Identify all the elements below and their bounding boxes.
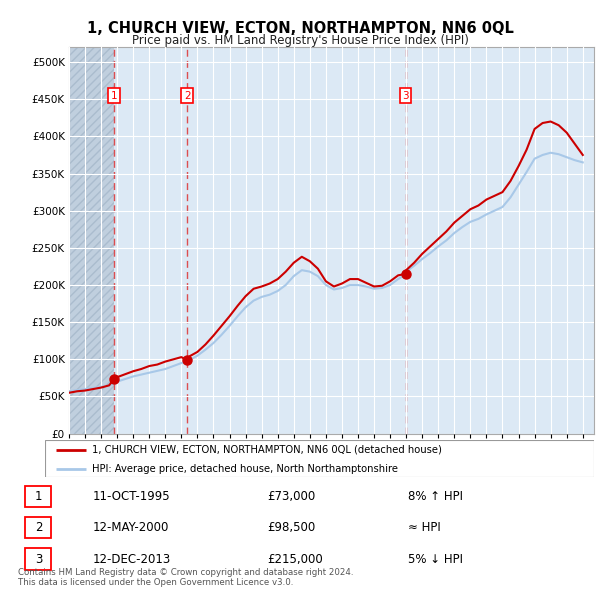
FancyBboxPatch shape — [25, 549, 52, 569]
Text: ≈ HPI: ≈ HPI — [408, 521, 441, 535]
Text: 2: 2 — [184, 90, 191, 100]
FancyBboxPatch shape — [45, 440, 594, 477]
Text: £73,000: £73,000 — [267, 490, 315, 503]
Text: Price paid vs. HM Land Registry's House Price Index (HPI): Price paid vs. HM Land Registry's House … — [131, 34, 469, 47]
Text: 12-MAY-2000: 12-MAY-2000 — [93, 521, 169, 535]
Text: 1, CHURCH VIEW, ECTON, NORTHAMPTON, NN6 0QL: 1, CHURCH VIEW, ECTON, NORTHAMPTON, NN6 … — [86, 21, 514, 35]
Text: 3: 3 — [402, 90, 409, 100]
FancyBboxPatch shape — [25, 486, 52, 507]
Text: 8% ↑ HPI: 8% ↑ HPI — [408, 490, 463, 503]
Bar — [69, 47, 114, 434]
Text: 1: 1 — [110, 90, 117, 100]
Text: 1, CHURCH VIEW, ECTON, NORTHAMPTON, NN6 0QL (detached house): 1, CHURCH VIEW, ECTON, NORTHAMPTON, NN6 … — [92, 445, 442, 454]
Text: 12-DEC-2013: 12-DEC-2013 — [93, 552, 171, 566]
Text: 3: 3 — [35, 552, 42, 566]
Text: HPI: Average price, detached house, North Northamptonshire: HPI: Average price, detached house, Nort… — [92, 464, 398, 474]
Text: 1: 1 — [35, 490, 42, 503]
Text: Contains HM Land Registry data © Crown copyright and database right 2024.
This d: Contains HM Land Registry data © Crown c… — [18, 568, 353, 587]
Text: 11-OCT-1995: 11-OCT-1995 — [93, 490, 170, 503]
Text: £215,000: £215,000 — [267, 552, 323, 566]
Text: 5% ↓ HPI: 5% ↓ HPI — [408, 552, 463, 566]
FancyBboxPatch shape — [25, 517, 52, 538]
Text: £98,500: £98,500 — [267, 521, 315, 535]
Text: 2: 2 — [35, 521, 42, 535]
